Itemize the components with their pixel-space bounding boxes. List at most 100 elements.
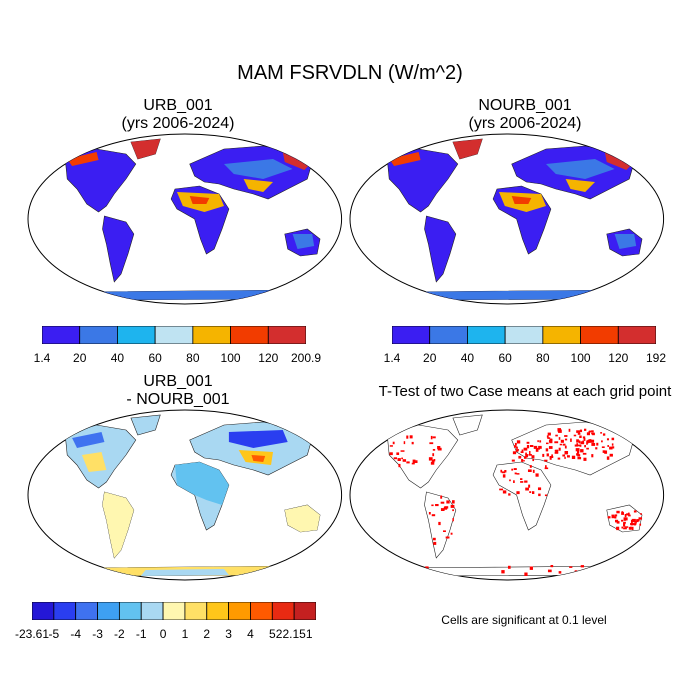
significant-cell (428, 512, 431, 515)
significant-cell (606, 456, 610, 460)
significant-cell (633, 523, 637, 526)
nourb-colorbar-labels: 1.4 20 40 60 80 100 120 192 (384, 349, 666, 365)
significant-cell (557, 457, 561, 460)
nourb-colorbar: 1.4 20 40 60 80 100 120 192 (384, 325, 666, 365)
significant-cell (413, 571, 417, 575)
colorbar-tick-label: 22.151 (275, 627, 313, 641)
significant-cell (544, 494, 548, 497)
significant-cell (621, 519, 624, 522)
colorbar-tick-label: 20 (423, 351, 437, 365)
significant-cell (548, 446, 553, 449)
colorbar-tick-label: -1 (135, 627, 147, 641)
significant-cell (616, 527, 619, 530)
significant-cell (569, 566, 573, 568)
colorbar-tick-label: 200.9 (290, 351, 322, 365)
significant-cell (393, 457, 398, 460)
significant-cell (518, 455, 522, 459)
significant-cell (529, 451, 531, 455)
colorbar-tick-label: -23.61 (14, 627, 50, 641)
significant-cell (560, 439, 564, 443)
significant-cell (614, 516, 617, 519)
significant-cell (440, 508, 445, 511)
significant-cell (623, 527, 627, 530)
significant-cell (577, 444, 581, 447)
significant-cell (551, 454, 553, 456)
colorbar-swatch (53, 601, 77, 621)
colorbar-swatch (206, 601, 230, 621)
nourb-title-line2: (yrs 2006-2024) (468, 115, 582, 132)
significant-cell (403, 441, 406, 445)
significant-cell (628, 514, 631, 517)
colorbar-swatch (293, 601, 317, 621)
significant-cell (595, 447, 598, 450)
significant-cell (535, 448, 539, 452)
significant-cell (526, 441, 530, 444)
colorbar-tick-label: 2 (203, 627, 211, 641)
significant-cell (577, 457, 582, 460)
significant-cell (513, 445, 517, 448)
significant-cell (550, 565, 554, 568)
urb-colorbar: 1.4 20 40 60 80 100 120 200.9 (34, 325, 321, 365)
significant-cell (514, 472, 517, 475)
significant-cell (549, 457, 552, 460)
urb-panel-title: URB_001 (yrs 2006-2024) (28, 97, 328, 133)
colorbar-tick-label: 1 (181, 627, 189, 641)
significant-cell (583, 457, 587, 461)
significant-cell (499, 488, 504, 491)
nourb-title-line1: NOURB_001 (478, 97, 572, 114)
significant-cell (402, 459, 407, 462)
significant-cell (574, 444, 578, 447)
significant-cell (546, 435, 549, 438)
colorbar-swatch (580, 325, 619, 345)
significant-cell (580, 565, 585, 568)
colorbar-swatch (117, 325, 156, 345)
significant-cell (621, 511, 624, 515)
significant-cell (435, 504, 439, 507)
significant-cell (415, 460, 418, 463)
significant-cell (511, 459, 515, 462)
significant-cell (623, 521, 626, 524)
significant-cell (524, 480, 528, 483)
significant-cell (586, 447, 589, 450)
significant-cell (444, 506, 449, 509)
significant-cell (628, 512, 630, 515)
significant-cell (606, 438, 610, 441)
significant-cell (515, 449, 519, 452)
significant-cell (625, 570, 629, 574)
colorbar-tick-label: -3 (92, 627, 103, 641)
significant-cell (547, 569, 552, 573)
ttest-map (349, 409, 665, 581)
colorbar-tick-label: 80 (186, 351, 200, 365)
significant-cell (400, 450, 405, 452)
significant-cell (432, 453, 435, 457)
significant-cell (639, 523, 642, 526)
significant-cell (602, 450, 606, 453)
diff-title-line1: URB_001 (143, 373, 213, 390)
significant-cell (431, 459, 435, 463)
colorbar-tick-label: 3 (225, 627, 232, 641)
colorbar-tick-label: 120 (608, 351, 629, 365)
significant-cell (516, 440, 521, 444)
significant-cell (509, 479, 511, 482)
significant-cell (528, 454, 532, 456)
significant-cell (437, 447, 442, 451)
colorbar-swatch (250, 601, 273, 621)
significant-cell (433, 541, 437, 545)
diff-panel-title: URB_001 - NOURB_001 (28, 373, 328, 409)
colorbar-tick-label: 40 (110, 351, 125, 365)
colorbar-tick-label: 192 (645, 351, 667, 365)
significant-cell (632, 518, 636, 523)
significant-cell (535, 473, 539, 477)
significant-cell (570, 438, 572, 442)
significant-cell (626, 513, 630, 516)
significant-cell (624, 526, 629, 528)
significant-cell (401, 457, 404, 460)
significant-cell (617, 567, 621, 571)
significant-cell (558, 437, 561, 440)
colorbar-tick-label: 120 (258, 351, 279, 365)
significant-cell (526, 445, 530, 449)
significant-cell (586, 432, 591, 436)
significant-cell (406, 435, 409, 439)
colorbar-tick-label: 20 (73, 351, 87, 365)
